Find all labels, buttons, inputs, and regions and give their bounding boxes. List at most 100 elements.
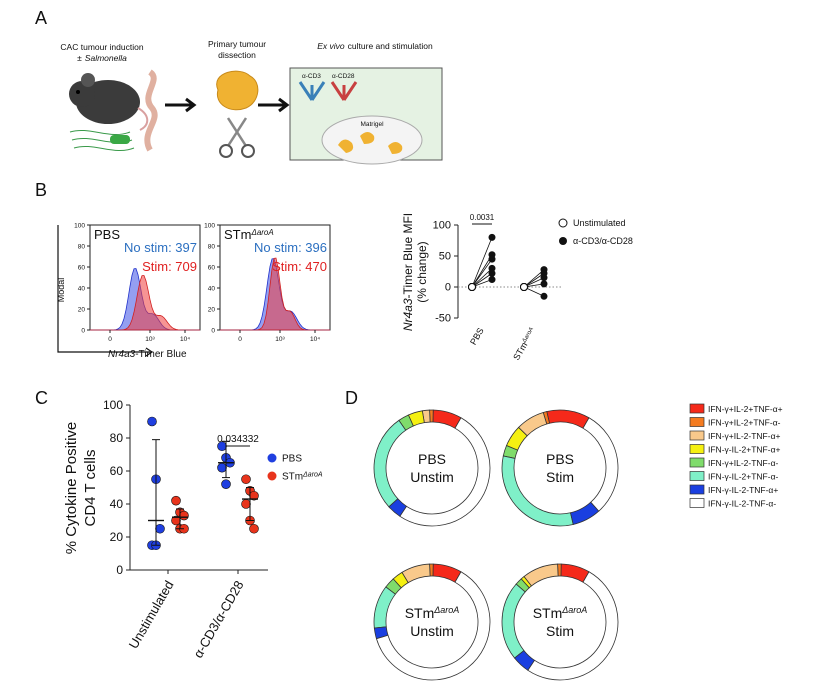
stim-label: Stim: 470 bbox=[272, 259, 327, 274]
y-tick-label: 60 bbox=[208, 265, 216, 272]
ring-title: STmΔaroA bbox=[533, 605, 588, 621]
histogram-stim bbox=[220, 257, 330, 331]
ring-segment bbox=[527, 571, 619, 681]
legend-swatch bbox=[689, 403, 705, 414]
y-tick-label: 40 bbox=[110, 497, 124, 511]
histogram-stim bbox=[90, 275, 200, 331]
y-tick-label: 100 bbox=[74, 223, 85, 230]
legend-swatch bbox=[689, 444, 705, 454]
data-point bbox=[147, 416, 157, 427]
scissor-blades bbox=[226, 117, 248, 147]
text-part: ΔaroA bbox=[561, 605, 587, 615]
legend-marker bbox=[267, 471, 277, 481]
legend-swatch bbox=[689, 457, 705, 468]
text-part: STm bbox=[533, 605, 563, 621]
organoids bbox=[338, 132, 403, 154]
panel-label: D bbox=[345, 388, 358, 408]
legend-label: IFN-γ+IL-2+TNF-α+ bbox=[708, 404, 783, 414]
stim-point bbox=[540, 292, 548, 300]
legend-label: Unstimulated bbox=[573, 218, 626, 228]
y-tick-label: -50 bbox=[435, 313, 451, 325]
pair-line bbox=[471, 268, 493, 288]
scissor-handle bbox=[219, 144, 233, 158]
ring-title: PBS bbox=[546, 451, 574, 467]
y-tick-label: 80 bbox=[110, 431, 124, 445]
legend-label: IFN-γ-IL-2+TNF-α- bbox=[708, 472, 778, 482]
legend-label: IFN-γ-IL-2+TNF-α+ bbox=[708, 445, 780, 455]
histogram-title: PBS bbox=[94, 227, 120, 242]
y-tick-label: 60 bbox=[110, 464, 124, 478]
stim-point bbox=[488, 276, 496, 284]
text-part: PBS bbox=[282, 454, 302, 465]
text-part: ΔaroA bbox=[302, 471, 323, 478]
pair-line bbox=[471, 237, 493, 288]
label: ± Salmonella bbox=[77, 53, 127, 63]
text-part: Nr4a3 bbox=[108, 349, 136, 360]
category-label: Unstimulated bbox=[126, 578, 177, 651]
data-point bbox=[171, 495, 181, 506]
data-point bbox=[217, 462, 227, 473]
y-tick-label: 40 bbox=[78, 286, 86, 293]
data-point bbox=[155, 523, 165, 534]
unstim-point bbox=[520, 283, 528, 291]
panel-label: A bbox=[35, 8, 47, 28]
y-tick-label: 0 bbox=[116, 563, 123, 577]
y-tick-label: 20 bbox=[110, 530, 124, 544]
y-tick-label: 80 bbox=[208, 244, 216, 251]
label: Matrigel bbox=[360, 121, 384, 128]
nostim-label: No stim: 397 bbox=[124, 240, 197, 255]
ring-segment bbox=[582, 417, 619, 512]
category-label: STmΔaroA bbox=[511, 326, 538, 362]
scissor-handle bbox=[241, 144, 255, 158]
stim-point bbox=[488, 233, 496, 241]
stim-point bbox=[488, 269, 496, 277]
legend-swatch bbox=[689, 484, 705, 495]
arrow bbox=[258, 97, 290, 113]
p-value: 0.0031 bbox=[470, 213, 495, 222]
text-part: PBS bbox=[418, 451, 446, 467]
y-tick-label: 20 bbox=[78, 307, 86, 314]
text-part: PBS bbox=[468, 326, 486, 347]
legend-swatch bbox=[689, 430, 705, 441]
ring-segment bbox=[501, 583, 526, 659]
text-part: Nr4a3 bbox=[401, 298, 415, 331]
antibody-cd28 bbox=[330, 81, 358, 101]
y-tick-label: 40 bbox=[208, 286, 216, 293]
legend-label: IFN-γ+IL-2-TNF-α- bbox=[708, 458, 778, 468]
pair-line bbox=[471, 258, 493, 288]
data-point bbox=[249, 523, 259, 534]
legend-marker bbox=[267, 453, 277, 463]
data-point bbox=[221, 479, 231, 490]
x-tick-label: 0 bbox=[108, 336, 112, 343]
intestine bbox=[144, 69, 158, 152]
y-tick-label: 100 bbox=[204, 223, 215, 230]
text-part: culture and stimulation bbox=[348, 41, 433, 51]
p-value: 0.034332 bbox=[217, 434, 259, 445]
label: CAC tumour induction bbox=[60, 42, 143, 52]
pair-line bbox=[523, 273, 545, 288]
text-part: -Timer Blue MFI bbox=[401, 213, 415, 299]
y-tick-label: 0 bbox=[81, 328, 85, 335]
y-tick-label: 20 bbox=[208, 307, 216, 314]
ring-subtitle: Stim bbox=[546, 469, 574, 485]
text-part: ± bbox=[77, 53, 82, 63]
y-tick-label: 100 bbox=[103, 398, 123, 412]
text-part: ΔaroA bbox=[433, 605, 459, 615]
legend-swatch bbox=[689, 471, 705, 481]
legend-swatch bbox=[689, 417, 705, 427]
bacterium bbox=[110, 135, 130, 144]
text-part: Salmonella bbox=[85, 53, 127, 63]
axis-title: Nr4a3-Timer Blue bbox=[108, 349, 187, 360]
mouse-eye bbox=[76, 90, 80, 94]
label: Ex vivo culture and stimulation bbox=[317, 41, 433, 51]
pair-line bbox=[471, 273, 493, 288]
x-tick-label: 10⁴ bbox=[180, 336, 190, 343]
panel-label: B bbox=[35, 180, 47, 200]
text-part: STm bbox=[224, 227, 251, 242]
mouse-head bbox=[69, 81, 95, 107]
category-label: α-CD3/α-CD28 bbox=[190, 578, 246, 660]
label: Primary tumour bbox=[208, 39, 266, 49]
mouse-ear bbox=[81, 73, 95, 87]
axis-title: Modal bbox=[56, 278, 66, 303]
ring-subtitle: Unstim bbox=[410, 469, 454, 485]
